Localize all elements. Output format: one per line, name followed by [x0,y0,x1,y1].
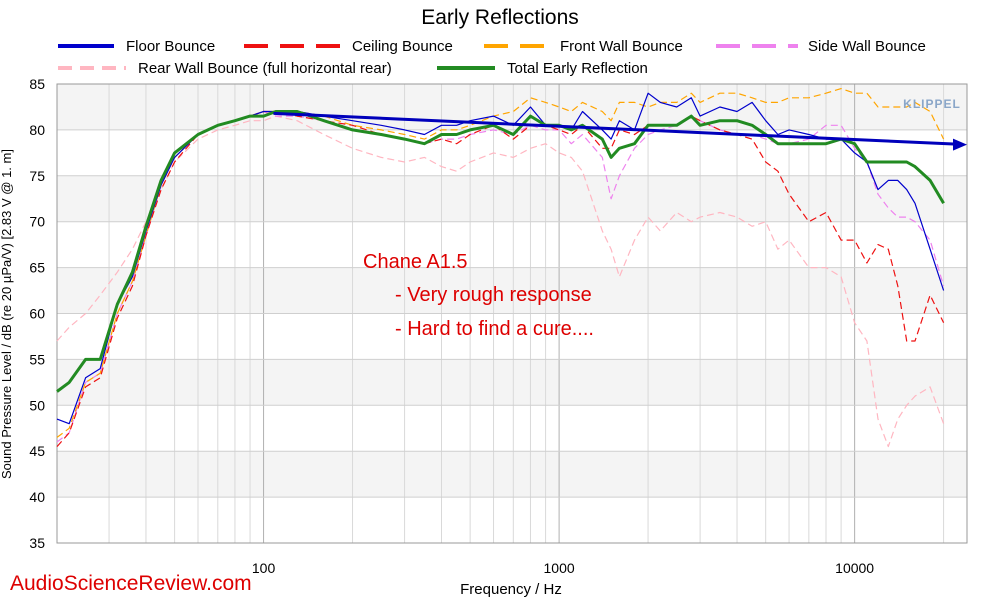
legend-item-floor-bounce: Floor Bounce [58,38,215,55]
plot-frame [56,83,968,544]
grid-band [57,451,967,498]
y-tick-label: 85 [29,76,45,92]
y-tick-label: 45 [29,443,45,459]
legend-item-side-wall-bounce: Side Wall Bounce [716,38,926,55]
legend-item-ceiling-bounce: Ceiling Bounce [244,38,453,55]
annotation-line-2: - Very rough response [395,284,592,306]
y-tick-label: 40 [29,489,45,505]
grid-band [57,405,967,452]
legend-item-rear-wall-bounce: Rear Wall Bounce (full horizontal rear) [58,60,392,77]
grid-band [57,497,967,543]
legend-label-front-wall-bounce: Front Wall Bounce [560,38,683,55]
grid-band [57,175,967,222]
legend-label-floor-bounce: Floor Bounce [126,38,215,55]
y-tick-label: 60 [29,306,45,322]
trend-arrow [273,111,967,151]
y-tick-label: 65 [29,260,45,276]
grid-band [57,84,967,130]
chart-title: Early Reflections [421,6,579,29]
series-line-ceiling-bounce [56,110,945,447]
annotation-line-1: Chane A1.5 [363,251,468,273]
grid-band [57,221,967,268]
legend-item-front-wall-bounce: Front Wall Bounce [484,38,683,55]
grid-band [57,267,967,314]
x-axis-label: Frequency / Hz [460,581,562,598]
watermark-text: AudioScienceReview.com [10,572,252,595]
y-axis-label: Sound Pressure Level / dB (re 20 µPa/V) … [0,149,14,479]
legend-label-rear-wall-bounce: Rear Wall Bounce (full horizontal rear) [138,60,392,77]
klippel-logo: KLIPPEL [903,97,961,111]
grid-band [57,359,967,406]
y-tick-label: 80 [29,122,45,138]
x-axis-ticks: 100 1000 10000 [252,560,874,576]
grid-minor [56,84,945,543]
x-tick-label: 10000 [835,560,874,576]
x-tick-label: 100 [252,560,276,576]
legend-label-side-wall-bounce: Side Wall Bounce [808,38,926,55]
legend-label-total-early-reflection: Total Early Reflection [507,60,648,77]
legend: Floor Bounce Ceiling Bounce Front Wall B… [58,38,926,77]
y-tick-label: 75 [29,168,45,184]
trend-arrowhead [953,138,967,151]
series-line-rear-wall-bounce-full-horizontal-rear [56,115,945,448]
annotation-line-3: - Hard to find a cure.... [395,318,594,340]
x-tick-label: 1000 [544,560,575,576]
legend-label-ceiling-bounce: Ceiling Bounce [352,38,453,55]
plot-background [57,84,967,543]
trend-line [273,111,960,146]
legend-item-total-early-reflection: Total Early Reflection [437,60,648,77]
y-tick-label: 70 [29,214,45,230]
y-tick-label: 50 [29,397,45,413]
grid-band [57,313,967,360]
y-axis-ticks: 35 40 45 50 55 60 65 70 75 80 85 [29,76,45,551]
y-tick-label: 35 [29,535,45,551]
y-tick-label: 55 [29,351,45,367]
